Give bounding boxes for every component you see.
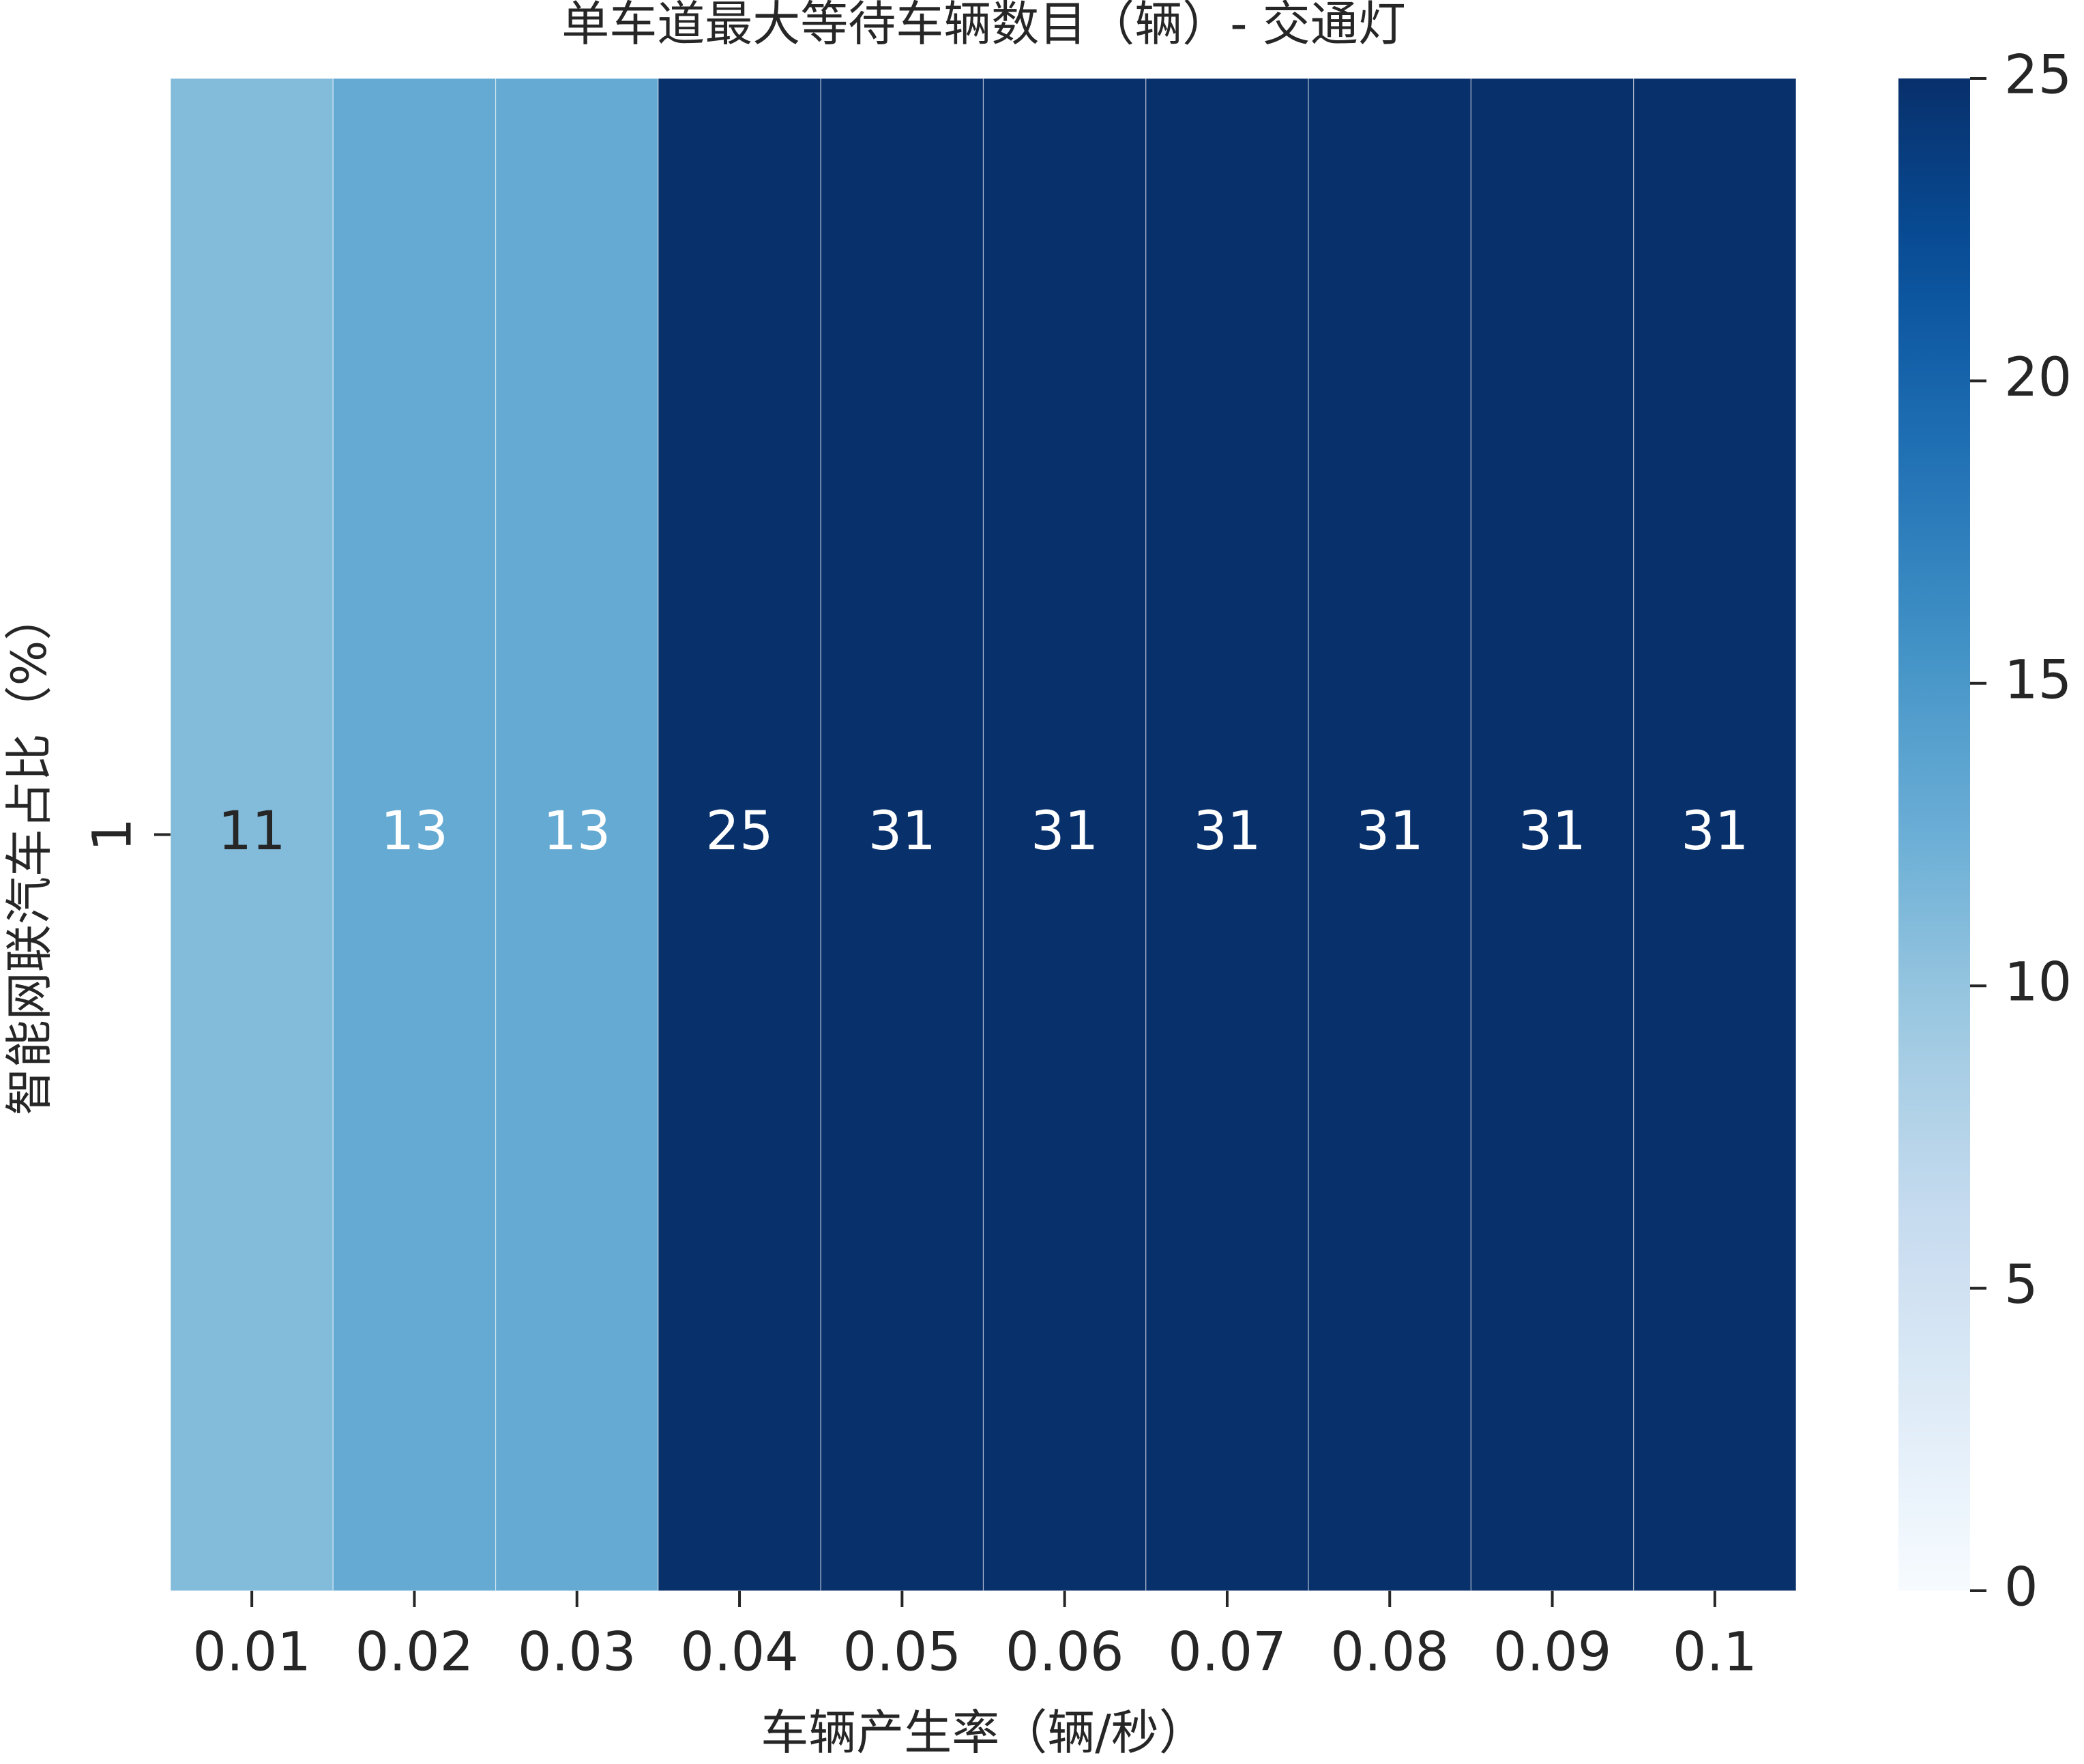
heatmap-cell — [1308, 78, 1471, 1591]
cell-annotations: 11 13 13 25 31 31 31 31 31 31 — [218, 801, 1749, 862]
cell-value-label: 31 — [1031, 801, 1098, 862]
x-tick-label: 0.02 — [355, 1621, 474, 1683]
cell-value-label: 31 — [1356, 801, 1424, 862]
colorbar-tick-label: 20 — [2004, 347, 2072, 409]
heatmap-cell — [495, 78, 659, 1591]
heatmap-cell — [170, 78, 334, 1591]
colorbar-tick-label: 0 — [2004, 1557, 2038, 1618]
heatmap-cell — [820, 78, 984, 1591]
x-tick-label: 0.07 — [1168, 1621, 1287, 1683]
colorbar-tick-label: 5 — [2004, 1254, 2038, 1316]
x-axis: 0.01 0.02 0.03 0.04 0.05 0.06 0.07 0.08 0.09 0.1 — [192, 1591, 1757, 1683]
cell-value-label: 31 — [1681, 801, 1748, 862]
x-tick-label: 0.09 — [1493, 1621, 1612, 1683]
chart-title: 单车道最大等待车辆数目（辆）- 交通灯 — [561, 0, 1406, 52]
x-tick-label: 0.04 — [680, 1621, 799, 1683]
x-tick-label: 0.05 — [843, 1621, 962, 1683]
cell-value-label: 25 — [705, 801, 773, 862]
cell-value-label: 31 — [1193, 801, 1261, 862]
cell-value-label: 11 — [218, 801, 286, 862]
x-tick-label: 0.01 — [192, 1621, 311, 1683]
heatmap-cells — [170, 78, 1797, 1591]
colorbar-tick-label: 15 — [2004, 649, 2072, 711]
x-tick-label: 0.1 — [1673, 1621, 1757, 1683]
colorbar-ticks: 0 5 10 15 20 25 — [1970, 44, 2072, 1618]
cell-value-label: 13 — [381, 801, 448, 862]
x-tick-label: 0.03 — [518, 1621, 636, 1683]
heatmap-cell — [658, 78, 821, 1591]
colorbar — [1898, 78, 1970, 1591]
heatmap-cell — [982, 78, 1147, 1591]
x-axis-label: 车辆产生率（辆/秒） — [761, 1705, 1207, 1761]
heatmap-cell — [332, 78, 497, 1591]
y-axis-label: 智能网联汽车占比（%） — [1, 593, 57, 1116]
y-tick-label: 1 — [82, 818, 143, 852]
heatmap-cell — [1633, 78, 1797, 1591]
x-tick-label: 0.08 — [1330, 1621, 1449, 1683]
x-tick-label: 0.06 — [1006, 1621, 1124, 1683]
y-axis: 1 — [82, 818, 171, 852]
cell-value-label: 13 — [543, 801, 611, 862]
colorbar-tick-label: 25 — [2004, 44, 2072, 106]
heatmap-cell — [1145, 78, 1309, 1591]
cell-value-label: 31 — [1518, 801, 1586, 862]
cell-value-label: 31 — [868, 801, 936, 862]
colorbar-tick-label: 10 — [2004, 952, 2072, 1014]
